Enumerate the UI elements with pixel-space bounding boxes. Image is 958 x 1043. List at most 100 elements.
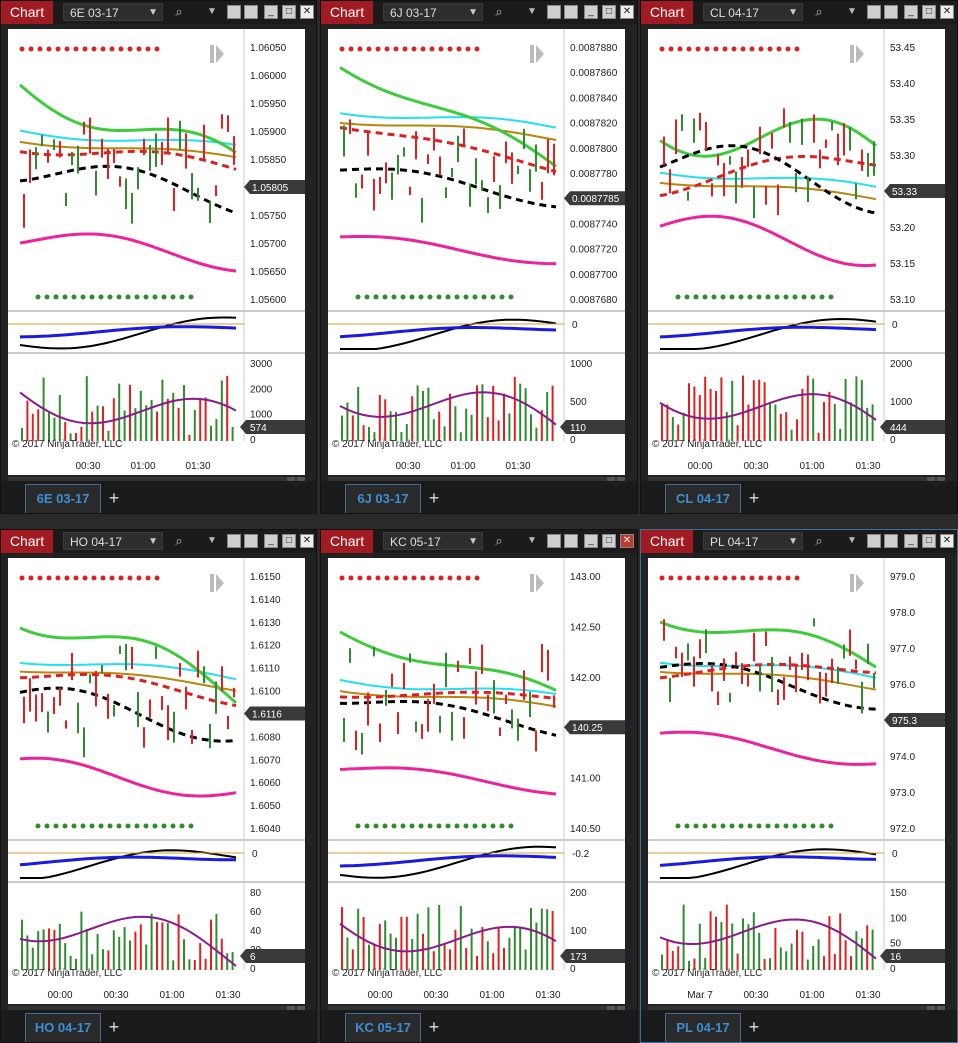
signal-dot: [73, 46, 79, 52]
minimize-button[interactable]: _: [584, 534, 598, 548]
chart-menu-button[interactable]: Chart: [321, 1, 373, 24]
maximize-button[interactable]: □: [922, 534, 936, 548]
add-tab-button[interactable]: +: [108, 1017, 120, 1037]
chart-tab[interactable]: KC 05-17: [345, 1013, 421, 1042]
chart-menu-button[interactable]: Chart: [1, 530, 53, 553]
chart-tab[interactable]: CL 04-17: [665, 484, 741, 513]
maximize-button[interactable]: □: [282, 5, 296, 19]
close-button[interactable]: ✕: [620, 534, 634, 548]
chevron-down-icon[interactable]: ▼: [847, 6, 857, 17]
tile-left-button[interactable]: [227, 5, 241, 19]
chevron-down-icon[interactable]: ▼: [847, 535, 857, 546]
price-axis-label: 1.05950: [250, 99, 287, 110]
maximize-button[interactable]: □: [922, 5, 936, 19]
chart-plot-area[interactable]: 53.4553.4053.3553.3053.2553.2053.1553.10…: [648, 29, 945, 475]
instrument-selector[interactable]: PL 04-17 ▼: [703, 532, 803, 550]
chevron-down-icon[interactable]: ▼: [207, 6, 217, 17]
tile-left-button[interactable]: [867, 5, 881, 19]
instrument-selector[interactable]: 6J 03-17 ▼: [383, 3, 483, 21]
search-icon[interactable]: ⌕: [495, 4, 503, 19]
signal-dot: [373, 823, 379, 829]
chart-tab[interactable]: 6J 03-17: [345, 484, 421, 513]
chart-menu-button[interactable]: Chart: [641, 530, 693, 553]
maximize-button[interactable]: □: [602, 5, 616, 19]
signal-dot: [659, 46, 665, 52]
chart-window[interactable]: Chart HO 04-17 ▼ ⌕ ▼ _ □ ✕ 1.6150 1.6140 1.6130 1.6…: [0, 529, 317, 1043]
minimize-button[interactable]: _: [904, 5, 918, 19]
tile-right-button[interactable]: [884, 534, 898, 548]
chevron-down-icon[interactable]: ▼: [527, 6, 537, 17]
chart-window[interactable]: Chart PL 04-17 ▼ ⌕ ▼ _ □ ✕ 979.0 978.0 977.0 976.0 9…: [640, 529, 958, 1043]
chart-window[interactable]: Chart 6E 03-17 ▼ ⌕ ▼ _ □ ✕ 1.06050 1.06000 1.05950…: [0, 0, 317, 514]
chart-window[interactable]: Chart 6J 03-17 ▼ ⌕ ▼ _ □ ✕ 0.0087880 0.0087860 0.0…: [320, 0, 638, 514]
add-tab-button[interactable]: +: [748, 1017, 760, 1037]
tile-right-button[interactable]: [564, 534, 578, 548]
playback-icon[interactable]: [850, 45, 864, 63]
window-titlebar[interactable]: Chart CL 04-17 ▼ ⌕ ▼ _ □ ✕: [641, 1, 957, 24]
window-titlebar[interactable]: Chart 6E 03-17 ▼ ⌕ ▼ _ □ ✕: [1, 1, 316, 24]
window-titlebar[interactable]: Chart KC 05-17 ▼ ⌕ ▼ _ □ ✕: [321, 530, 637, 553]
chart-plot-area[interactable]: 1.6150 1.6140 1.6130 1.6120 1.6110 1.6100 1.60…: [8, 558, 305, 1004]
tile-right-button[interactable]: [244, 5, 258, 19]
maximize-button[interactable]: □: [282, 534, 296, 548]
price-axis-label: 0.0087800: [570, 144, 618, 155]
chart-plot-area[interactable]: 143.00142.50142.00141.50141.00140.50140.…: [328, 558, 625, 1004]
add-tab-button[interactable]: +: [428, 488, 440, 508]
maximize-button[interactable]: □: [602, 534, 616, 548]
search-icon[interactable]: ⌕: [815, 533, 823, 548]
chart-menu-button[interactable]: Chart: [321, 530, 373, 553]
minimize-button[interactable]: _: [264, 534, 278, 548]
tile-left-button[interactable]: [547, 5, 561, 19]
playback-icon[interactable]: [210, 45, 224, 63]
chart-tab[interactable]: HO 04-17: [25, 1013, 101, 1042]
tile-right-button[interactable]: [244, 534, 258, 548]
playback-icon[interactable]: [210, 574, 224, 592]
add-tab-button[interactable]: +: [748, 488, 760, 508]
chart-tab[interactable]: PL 04-17: [665, 1013, 741, 1042]
signal-dot: [445, 823, 451, 829]
instrument-selector[interactable]: HO 04-17 ▼: [63, 532, 163, 550]
tile-left-button[interactable]: [547, 534, 561, 548]
signal-dot: [429, 46, 435, 52]
tile-left-button[interactable]: [867, 534, 881, 548]
tile-right-button[interactable]: [564, 5, 578, 19]
chevron-down-icon[interactable]: ▼: [207, 535, 217, 546]
add-tab-button[interactable]: +: [108, 488, 120, 508]
time-axis-label: 00:30: [743, 461, 768, 472]
chart-plot-area[interactable]: 979.0978.0977.0976.0975.0974.0973.0972.0…: [648, 558, 945, 1004]
close-button[interactable]: ✕: [620, 5, 634, 19]
tile-left-button[interactable]: [227, 534, 241, 548]
close-button[interactable]: ✕: [940, 5, 954, 19]
chevron-down-icon[interactable]: ▼: [527, 535, 537, 546]
window-titlebar[interactable]: Chart PL 04-17 ▼ ⌕ ▼ _ □ ✕: [641, 530, 957, 553]
price-axis-label: 976.0: [890, 680, 915, 691]
chart-plot-area[interactable]: 1.06050 1.06000 1.05950 1.05900 1.05850 1.058…: [8, 29, 305, 475]
chart-window[interactable]: Chart CL 04-17 ▼ ⌕ ▼ _ □ ✕ 53.45 53.40 53.35 53.30 5…: [640, 0, 958, 514]
minimize-button[interactable]: _: [264, 5, 278, 19]
minimize-button[interactable]: _: [584, 5, 598, 19]
close-button[interactable]: ✕: [300, 534, 314, 548]
instrument-selector[interactable]: CL 04-17 ▼: [703, 3, 803, 21]
playback-icon[interactable]: [850, 574, 864, 592]
chart-menu-button[interactable]: Chart: [1, 1, 53, 24]
window-titlebar[interactable]: Chart HO 04-17 ▼ ⌕ ▼ _ □ ✕: [1, 530, 316, 553]
playback-icon[interactable]: [530, 45, 544, 63]
search-icon[interactable]: ⌕: [495, 533, 503, 548]
chart-plot-area[interactable]: 0.0087880 0.0087860 0.0087840 0.0087820 0.00…: [328, 29, 625, 475]
signal-dot: [91, 46, 97, 52]
tile-right-button[interactable]: [884, 5, 898, 19]
instrument-selector[interactable]: KC 05-17 ▼: [383, 532, 483, 550]
search-icon[interactable]: ⌕: [175, 4, 183, 19]
chart-menu-button[interactable]: Chart: [641, 1, 693, 24]
search-icon[interactable]: ⌕: [175, 533, 183, 548]
add-tab-button[interactable]: +: [428, 1017, 440, 1037]
close-button[interactable]: ✕: [300, 5, 314, 19]
playback-icon[interactable]: [530, 574, 544, 592]
search-icon[interactable]: ⌕: [815, 4, 823, 19]
minimize-button[interactable]: _: [904, 534, 918, 548]
chart-window[interactable]: Chart KC 05-17 ▼ ⌕ ▼ _ □ ✕ 143.00 142.50 142.00 141…: [320, 529, 638, 1043]
window-titlebar[interactable]: Chart 6J 03-17 ▼ ⌕ ▼ _ □ ✕: [321, 1, 637, 24]
instrument-selector[interactable]: 6E 03-17 ▼: [63, 3, 163, 21]
close-button[interactable]: ✕: [940, 534, 954, 548]
chart-tab[interactable]: 6E 03-17: [25, 484, 101, 513]
